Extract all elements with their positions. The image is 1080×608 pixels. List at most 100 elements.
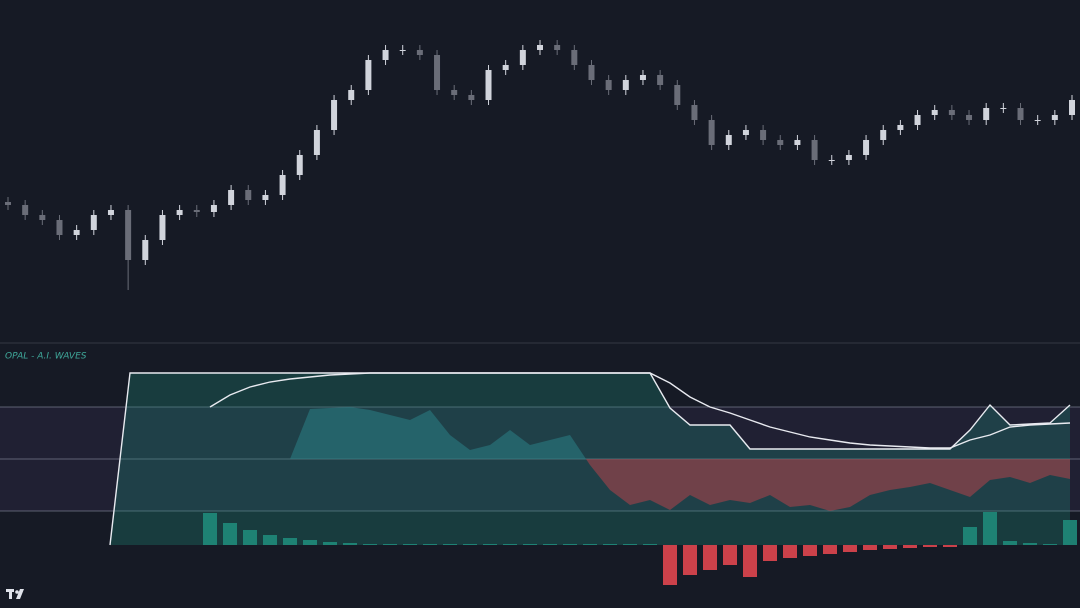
candle-body (554, 45, 561, 50)
histogram-bar (443, 544, 457, 545)
flow-area-up (290, 407, 1070, 459)
candle-body (760, 130, 767, 140)
histogram-bar (503, 544, 517, 545)
histogram-bar (803, 545, 817, 556)
tv-logo (6, 589, 24, 599)
candle-body (245, 190, 252, 200)
histogram-bar (403, 544, 417, 545)
histogram-bar (763, 545, 777, 561)
candle-body (22, 205, 29, 215)
candle-body (1069, 100, 1075, 115)
candle-body (502, 65, 509, 70)
histogram-bar (843, 545, 857, 552)
candle-body (434, 55, 441, 90)
histogram-bar (663, 545, 677, 585)
histogram-bar (863, 545, 877, 550)
candle-body (5, 202, 11, 205)
candle-body (39, 215, 46, 220)
histogram-bar (323, 542, 337, 545)
candle-body (107, 210, 114, 215)
candle-body (725, 135, 732, 145)
histogram-bar (923, 545, 937, 547)
candle-body (914, 115, 921, 125)
candle-body (1051, 115, 1058, 120)
candle-body (228, 190, 235, 205)
histogram-bar (943, 545, 957, 547)
histogram-bar (963, 527, 977, 545)
histogram-bar (263, 535, 277, 545)
histogram-bar (683, 545, 697, 575)
candle-body (176, 210, 183, 215)
candle-body (983, 108, 990, 120)
histogram-bar (723, 545, 737, 565)
candle-body (845, 155, 852, 160)
signal-line (209, 372, 1071, 449)
histogram-bar (563, 544, 577, 545)
candle-body (193, 210, 200, 212)
candle-body (1034, 120, 1041, 121)
candle-body (777, 140, 784, 145)
histogram-bar (983, 512, 997, 545)
histogram-bar (303, 540, 317, 545)
histogram-bar (423, 544, 437, 545)
candle-body (674, 85, 681, 105)
histogram-bar (1003, 541, 1017, 545)
candle-body (125, 210, 132, 260)
candle-body (296, 155, 303, 175)
candle-body (948, 110, 955, 115)
histogram-bar (523, 544, 537, 545)
candle-body (365, 60, 372, 90)
candle-body (742, 130, 749, 135)
candle-body (588, 65, 595, 80)
histogram-bar (783, 545, 797, 558)
candle-body (382, 50, 389, 60)
candle-body (811, 140, 818, 160)
histogram-bar (543, 544, 557, 545)
histogram-bar (623, 544, 637, 545)
candle-body (571, 50, 578, 65)
candle-body (828, 160, 835, 161)
candle-body (56, 220, 63, 235)
histogram-bar (243, 530, 257, 545)
histogram-bar (343, 543, 357, 545)
candle-body (708, 120, 715, 145)
histogram-bar (603, 544, 617, 545)
histogram-bar (903, 545, 917, 548)
histogram-bar (703, 545, 717, 570)
histogram-bar (883, 545, 897, 549)
candle-body (451, 90, 458, 95)
histogram-bar (283, 538, 297, 545)
histogram-bar (223, 523, 237, 545)
histogram-bar (363, 544, 377, 545)
candle-body (1000, 108, 1007, 109)
histogram-bar (383, 544, 397, 545)
candle-body (399, 50, 406, 51)
candle-body (794, 140, 801, 145)
histogram-bar (483, 544, 497, 545)
candle-body (931, 110, 938, 115)
indicator-title: OPAL - A.I. WAVES (5, 352, 87, 362)
histogram-bar (463, 544, 477, 545)
candle-body (966, 115, 973, 120)
candle-body (90, 215, 97, 230)
candle-body (348, 90, 355, 100)
histogram-bar (203, 513, 217, 545)
candle-body (863, 140, 870, 155)
candle-body (313, 130, 320, 155)
flow-area-down (290, 459, 1070, 511)
candle-body (537, 45, 543, 50)
candle-body (142, 240, 149, 260)
candle-body (262, 195, 269, 200)
candle-body (1017, 108, 1024, 120)
candle-body (331, 100, 338, 130)
candle-body (279, 175, 286, 195)
candle-body (416, 50, 423, 55)
histogram-bar (743, 545, 757, 577)
candle-body (880, 130, 887, 140)
candle-body (485, 70, 492, 100)
histogram-bar (1023, 543, 1037, 545)
histogram-bar (1063, 520, 1077, 545)
histogram-bar (583, 544, 597, 545)
